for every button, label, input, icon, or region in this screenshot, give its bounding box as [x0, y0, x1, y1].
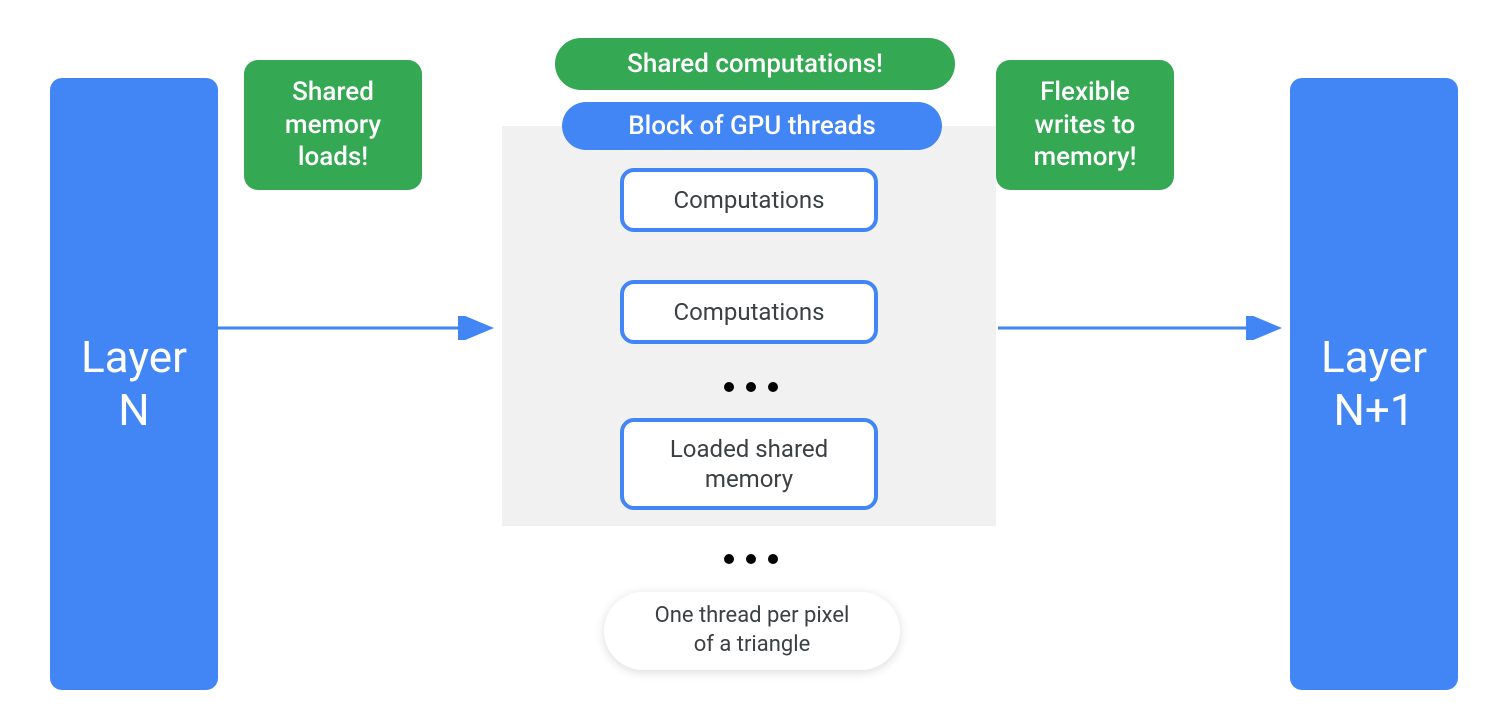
- pill-block-gpu-threads: Block of GPU threads: [562, 102, 942, 150]
- layer-n-box: Layer N: [50, 78, 218, 690]
- arrow-left: [218, 316, 502, 340]
- computations-box-2: Computations: [620, 280, 878, 344]
- caption-thread-per-pixel: One thread per pixel of a triangle: [604, 592, 900, 670]
- arrow-right: [998, 316, 1290, 340]
- layer-n1-box: Layer N+1: [1290, 78, 1458, 690]
- ellipsis-outer: [724, 554, 778, 564]
- loaded-shared-memory-box: Loaded shared memory: [620, 418, 878, 510]
- pill-shared-computations: Shared computations!: [555, 38, 955, 90]
- ellipsis-inner: [724, 382, 778, 392]
- callout-flexible-writes: Flexible writes to memory!: [996, 60, 1174, 190]
- computations-box-1: Computations: [620, 168, 878, 232]
- callout-shared-memory-loads: Shared memory loads!: [244, 60, 422, 190]
